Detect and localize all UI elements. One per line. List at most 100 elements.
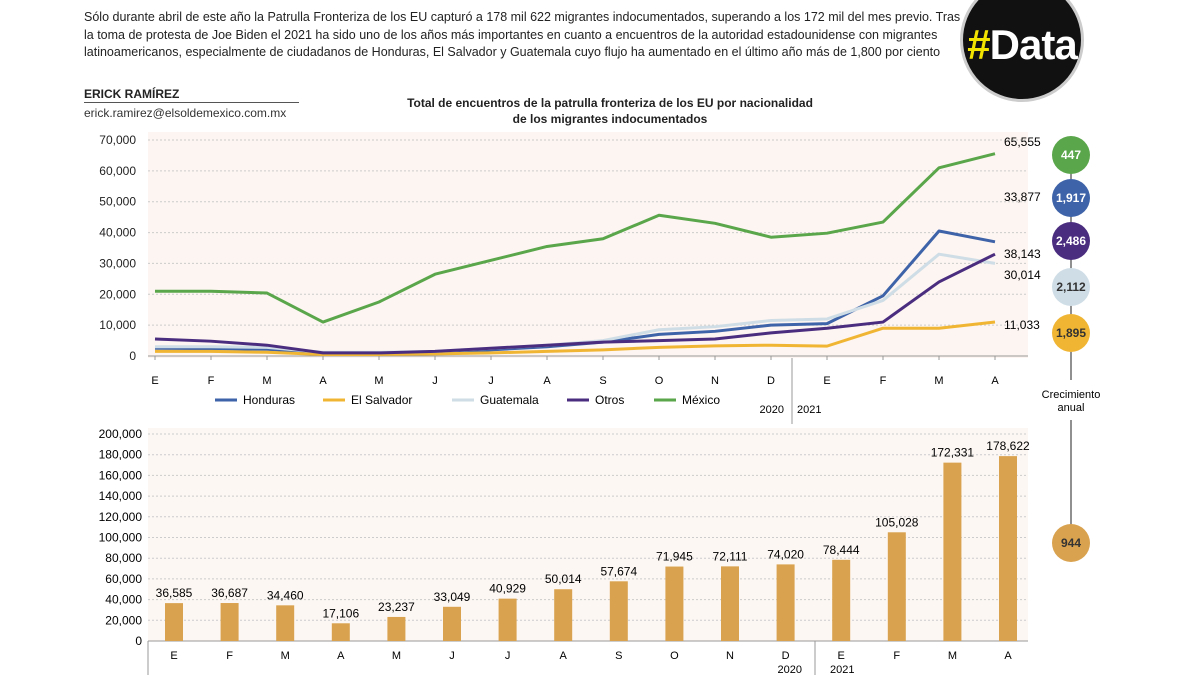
growth-bubble [1052,314,1090,352]
bar [665,566,684,641]
bar-value-label: 172,331 [931,446,975,460]
bar-value-label: 57,674 [600,564,637,578]
legend-label: Honduras [243,393,295,407]
intro-text: Sólo durante abril de este año la Patrul… [84,10,961,60]
bar [943,462,962,641]
x-tick-label: E [151,375,158,387]
x-tick-label: M [392,650,401,662]
bar-value-label: 178,622 [986,439,1030,453]
bar [832,559,851,641]
x-tick-label: A [543,375,551,387]
bar [887,532,906,641]
data-logo: #Data [960,0,1084,102]
y-tick-label: 10,000 [99,318,136,332]
y-tick-label: 20,000 [99,287,136,301]
y-tick-label: 40,000 [105,593,142,607]
bar-value-label: 74,020 [767,547,804,561]
growth-value: 447 [1061,148,1081,162]
bar-value-label: 71,945 [656,550,693,564]
x-tick-label: E [823,375,830,387]
y-tick-label: 80,000 [105,551,142,565]
growth-label: Crecimiento [1042,389,1101,401]
x-tick-label: N [726,650,734,662]
y-tick-label: 60,000 [105,572,142,586]
x-tick-label: D [782,650,790,662]
bar-value-label: 50,014 [545,572,582,586]
x-tick-label: A [319,375,327,387]
x-tick-label: S [615,650,622,662]
bar-value-label: 23,237 [378,600,415,614]
x-tick-label: E [838,650,845,662]
x-tick-label: A [1004,650,1012,662]
y-tick-label: 20,000 [105,613,142,627]
x-tick-label: J [505,650,511,662]
x-tick-label: M [374,375,383,387]
legend-label: El Salvador [351,393,412,407]
bar-value-label: 36,585 [156,586,193,600]
bar [498,598,517,641]
y-tick-label: 180,000 [99,448,143,462]
x-tick-label: M [934,375,943,387]
bar-plot-background [148,428,1028,641]
y-tick-label: 200,000 [99,427,143,441]
bar [609,581,628,641]
x-tick-label: O [655,375,664,387]
bar-value-label: 105,028 [875,515,919,529]
year-label: 2020 [778,664,802,675]
x-tick-label: E [170,650,177,662]
y-tick-label: 0 [129,349,136,363]
bar [387,616,406,641]
x-tick-label: F [208,375,215,387]
line-series-el-salvador [155,320,996,356]
year-label: 2021 [797,404,821,416]
legend-label: Otros [595,393,624,407]
line-series-méxico [155,152,996,324]
bar [999,456,1017,641]
bar-value-label: 78,444 [823,543,860,557]
growth-value: 1,895 [1056,326,1086,340]
legend-label: México [682,393,720,407]
bar-value-label: 36,687 [211,586,248,600]
author-name: ERICK RAMÍREZ [84,87,299,103]
line-plot-background [148,132,1028,358]
growth-value: 1,917 [1056,191,1086,205]
x-tick-label: F [893,650,900,662]
bar-value-label: 72,111 [713,549,748,563]
line-chart-title: Total de encuentros de la patrulla front… [407,96,813,126]
bar-value-label: 17,106 [322,606,359,620]
growth-bubble [1052,222,1090,260]
x-tick-label: M [948,650,957,662]
legend-label: Guatemala [480,393,539,407]
y-tick-label: 140,000 [99,489,143,503]
y-tick-label: 100,000 [99,531,143,545]
x-tick-label: J [432,375,438,387]
end-value-label: 30,014 [1004,268,1041,282]
y-tick-label: 60,000 [99,164,136,178]
x-tick-label: D [767,375,775,387]
growth-value: 2,486 [1056,234,1086,248]
bar [165,603,183,641]
x-tick-label: J [488,375,494,387]
y-tick-label: 120,000 [99,510,143,524]
logo-hash: # [967,21,990,68]
y-tick-label: 0 [135,634,142,648]
growth-bubble [1052,136,1090,174]
bar-value-label: 33,049 [434,590,471,604]
x-tick-label: F [880,375,887,387]
bar-value-label: 34,460 [267,588,304,602]
x-tick-label: A [337,650,345,662]
growth-bubble [1052,268,1090,306]
x-tick-label: O [670,650,679,662]
end-value-label: 38,143 [1004,247,1041,261]
y-tick-label: 40,000 [99,226,136,240]
x-tick-label: M [281,650,290,662]
y-tick-label: 160,000 [99,468,143,482]
end-value-label: 11,033 [1004,318,1040,332]
x-tick-label: J [449,650,455,662]
y-tick-label: 70,000 [99,133,136,147]
year-label: 2020 [760,404,784,416]
bar [443,606,461,641]
bar-value-label: 40,929 [489,582,526,596]
